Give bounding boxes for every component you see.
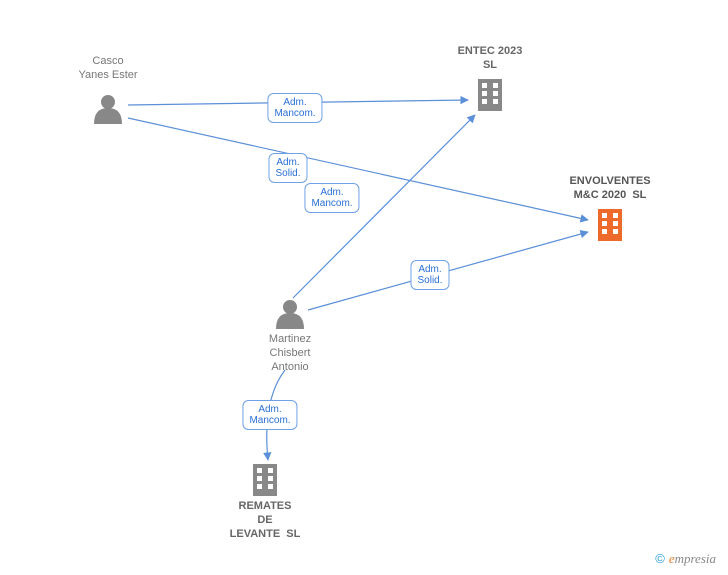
node-label-entec: ENTEC 2023 SL [458, 45, 523, 73]
node-label-envolventes: ENVOLVENTES M&C 2020 SL [569, 175, 650, 203]
node-label-remates: REMATES DE LEVANTE SL [230, 500, 301, 541]
building-icon [478, 79, 502, 111]
edge-label-martinez-envolventes: Adm. Solid. [410, 260, 449, 290]
nodes [94, 79, 622, 496]
node-label-casco: Casco Yanes Ester [78, 55, 137, 83]
watermark-brand-rest: mpresia [675, 551, 716, 566]
edge-label-martinez-entec: Adm. Mancom. [304, 183, 359, 213]
edges [128, 100, 588, 460]
diagram-canvas [0, 0, 728, 575]
watermark: ©empresia [655, 551, 716, 567]
edge-label-casco-envolventes: Adm. Solid. [268, 153, 307, 183]
copyright-symbol: © [655, 551, 665, 566]
building-icon [598, 209, 622, 241]
building-icon [253, 464, 277, 496]
edge-label-martinez-remates: Adm. Mancom. [242, 400, 297, 430]
edge-label-casco-entec: Adm. Mancom. [267, 93, 322, 123]
person-icon [276, 300, 304, 329]
person-icon [94, 95, 122, 124]
node-label-martinez: Martinez Chisbert Antonio [269, 333, 311, 374]
